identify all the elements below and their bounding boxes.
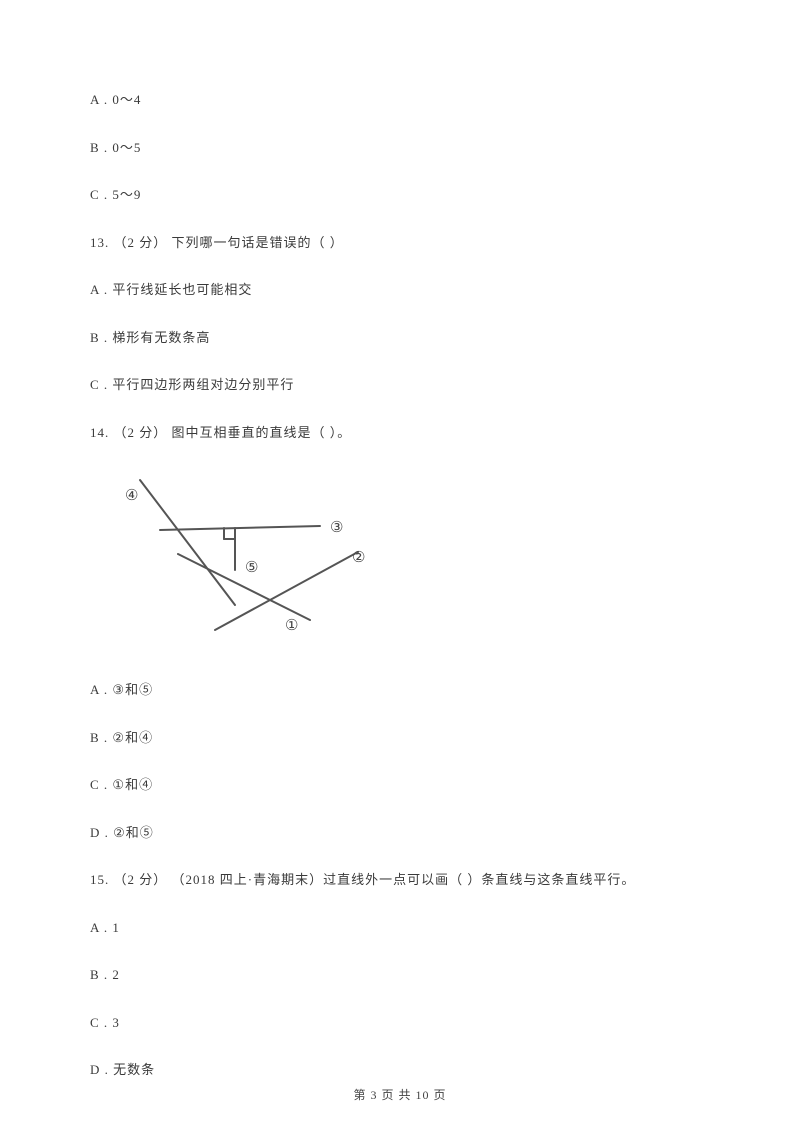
q14-option-d: D . ②和⑤ — [90, 823, 710, 843]
svg-text:④: ④ — [125, 488, 138, 504]
q12-option-b: B . 0～5 — [90, 138, 710, 158]
q13-option-a: A . 平行线延长也可能相交 — [90, 280, 710, 300]
q13-stem: 13. （2 分） 下列哪一句话是错误的（ ） — [90, 233, 710, 253]
q12-option-c: C . 5～9 — [90, 185, 710, 205]
q15-option-d: D . 无数条 — [90, 1060, 710, 1080]
q14-option-a: A . ③和⑤ — [90, 680, 710, 700]
svg-text:⑤: ⑤ — [245, 560, 258, 576]
q15-option-b: B . 2 — [90, 965, 710, 985]
q14-option-c: C . ①和④ — [90, 775, 710, 795]
svg-text:①: ① — [285, 618, 298, 634]
page-footer: 第 3 页 共 10 页 — [0, 1086, 800, 1104]
svg-text:③: ③ — [330, 520, 343, 536]
q14-option-b: B . ②和④ — [90, 728, 710, 748]
q15-option-c: C . 3 — [90, 1013, 710, 1033]
svg-text:②: ② — [352, 550, 365, 566]
q15-option-a: A . 1 — [90, 918, 710, 938]
q15-stem: 15. （2 分） （2018 四上·青海期末）过直线外一点可以画（ ）条直线与… — [90, 870, 710, 890]
q12-option-a: A . 0～4 — [90, 90, 710, 110]
q14-stem: 14. （2 分） 图中互相垂直的直线是（ ）。 — [90, 423, 710, 443]
q13-option-b: B . 梯形有无数条高 — [90, 328, 710, 348]
q14-diagram: ④ ③ ⑤ ② ① — [90, 470, 710, 650]
q13-option-c: C . 平行四边形两组对边分别平行 — [90, 375, 710, 395]
